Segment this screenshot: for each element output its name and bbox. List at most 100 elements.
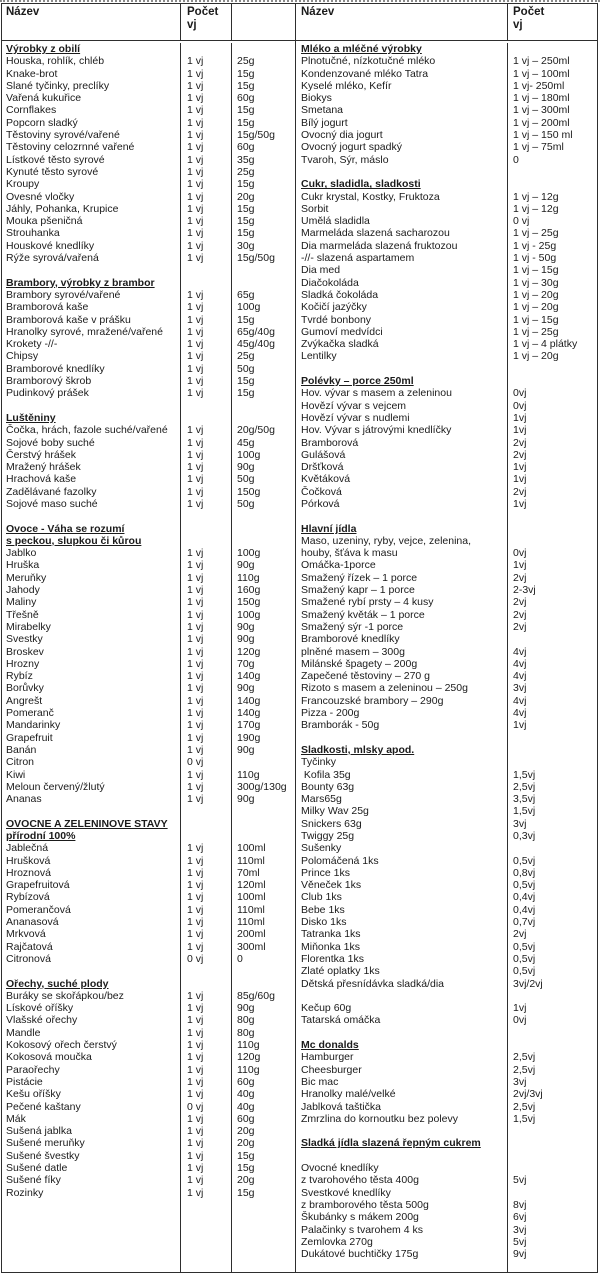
food-name-cell: Hruška: [2, 559, 181, 572]
table-row: Bounty 63g 2,5vj: [296, 780, 597, 794]
food-name-cell: Mouka pšeničná: [2, 215, 181, 228]
table-header-row: Název Počet vj: [2, 4, 295, 41]
food-name-cell: Meruňky: [2, 571, 181, 585]
section-title-row: s peckou, slupkou či kůrou: [2, 534, 295, 548]
amount-cell: 15g: [237, 178, 255, 191]
food-name-cell: Kokosová moučka: [2, 1051, 181, 1064]
table-row: Jahody 1 vj 160g: [2, 584, 295, 597]
table-row: Kečup 60g 1vj: [296, 1002, 597, 1015]
amount-cell: 80g: [237, 1014, 255, 1027]
food-name-cell: Umělá sladidla: [296, 215, 508, 228]
food-name-cell: [296, 510, 508, 523]
amount-cell: [232, 400, 295, 412]
table-row: Kroupy 1 vj 15g: [2, 178, 295, 191]
amount-cell: 200ml: [237, 928, 266, 941]
table-row: Pečené kaštany 0 vj 40g: [2, 1100, 295, 1113]
amount-cell: 120g: [237, 1051, 261, 1064]
table-row: Rozinky 1 vj 15g: [2, 1186, 295, 1199]
food-name-cell: Dětská přesnídávka sladká/dia: [296, 977, 508, 990]
table-filler-row: [296, 1260, 597, 1272]
amount-cell: [232, 965, 295, 977]
vj-cell: [508, 535, 597, 547]
table-row: Zemlovka 270g 5vj: [296, 1235, 597, 1249]
vj-cell: 1vj: [513, 473, 527, 486]
food-name-cell: Gumoví medvídci: [296, 325, 508, 339]
vj-cell: 3vj/2vj: [513, 977, 543, 990]
table-row: Lístkové těsto syrové 1 vj 35g: [2, 153, 295, 166]
table-row: Disko 1ks 0,7vj: [296, 916, 597, 929]
table-row: Prince 1ks 0,8vj: [296, 866, 597, 880]
food-name-cell: Lístkové těsto syrové: [2, 153, 181, 166]
table-row: Omáčka-1porce 1vj: [296, 559, 597, 572]
table-row: Hrozny 1 vj 70g: [2, 657, 295, 671]
vj-cell: 1,5vj: [513, 1112, 536, 1125]
table-row: Bic mac 3vj: [296, 1075, 597, 1089]
food-name-cell: [2, 510, 181, 523]
vj-cell: [508, 510, 597, 522]
food-name-cell: Bramborové knedlíky: [2, 362, 181, 376]
vj-cell: 1 vj: [181, 633, 232, 646]
table-row: Pizza - 200g 4vj: [296, 707, 597, 720]
food-name-cell: Bounty 63g: [296, 780, 508, 794]
section-title: Mléko a mléčné výrobky: [296, 43, 508, 56]
table-row: Zapečené těstoviny – 270 g 4vj: [296, 670, 597, 683]
amount-cell: 160g: [237, 584, 261, 597]
vj-cell: 0vj: [513, 547, 527, 560]
section-title-row: Mc donalds: [296, 1039, 597, 1052]
vj-cell: [508, 990, 597, 1002]
table-body: Mléko a mléčné výrobky Plnotučné, nízkotu…: [296, 41, 597, 1261]
food-name-cell: Popcorn sladký: [2, 116, 181, 130]
food-name-cell: Krokety -//-: [2, 338, 181, 351]
cropped-text-artifact: [0, 0, 600, 2]
food-name-cell: Broskev: [2, 645, 181, 658]
vj-cell: [508, 1137, 597, 1149]
vj-cell: 2,5vj: [513, 1063, 536, 1076]
amount-cell: 15g: [237, 104, 255, 117]
table-row: Lentilky 1 vj – 20g: [296, 350, 597, 363]
food-name-cell: Zvýkačka sladká: [296, 338, 508, 351]
amount-cell: 20g: [237, 1174, 255, 1187]
food-name-cell: Smažený květák – 1 porce: [296, 608, 508, 621]
table-row: Lískové oříšky 1 vj 90g: [2, 1002, 295, 1015]
column-header-amount: [232, 4, 295, 40]
amount-cell: 65g: [237, 288, 255, 301]
vj-cell: 2-3vj: [513, 584, 536, 597]
vj-cell: [508, 744, 597, 756]
amount-cell: [232, 523, 295, 535]
food-exchange-table: Název Počet vj Výrobky z obilí Houska, ro…: [1, 3, 598, 1273]
section-title: Brambory, výrobky z brambor: [2, 276, 181, 289]
vj-cell: [508, 166, 597, 178]
food-name-cell: Zmrzlina do kornoutku bez polevy: [296, 1112, 508, 1126]
vj-cell: 9vj: [513, 1248, 527, 1261]
vj-cell: 1 vj: [181, 1051, 232, 1064]
food-name-cell: Palačinky s tvarohem 4 ks: [296, 1223, 508, 1236]
table-row: Grapefruit 1 vj 190g: [2, 731, 295, 744]
food-name-cell: Pečené kaštany: [2, 1100, 181, 1113]
amount-cell: 100g: [237, 547, 261, 560]
table-row: Mrkvová 1 vj 200ml: [2, 928, 295, 941]
amount-cell: 120ml: [237, 879, 266, 892]
vj-cell: 1 vj: [181, 891, 232, 904]
food-name-cell: Rybíz: [2, 670, 181, 683]
food-name-cell: Jahody: [2, 584, 181, 597]
vj-cell: 0,5vj: [513, 965, 536, 978]
food-name-cell: Biokys: [296, 92, 508, 105]
food-name-cell: Slané tyčinky, preclíky: [2, 79, 181, 93]
vj-cell: [181, 399, 232, 412]
vj-cell: 4vj: [513, 645, 527, 658]
amount-cell: 50g: [237, 362, 255, 375]
table-row: Těstoviny syrové/vařené 1 vj 15g/50g: [2, 129, 295, 142]
vj-cell: 2vj: [513, 436, 527, 449]
amount-cell: 20g/50g: [237, 424, 275, 437]
table-row: Věneček 1ks 0,5vj: [296, 879, 597, 892]
section-title: Mc donalds: [296, 1039, 508, 1052]
table-row: Sušená jablka 1 vj 20g: [2, 1125, 295, 1138]
section-title: Ovoce - Váha se rozumí: [2, 522, 181, 535]
amount-cell: 85g/60g: [237, 989, 275, 1002]
vj-cell: 1 vj: [181, 350, 232, 363]
food-name-cell: Hov. Vývar s játrovými knedlíčky: [296, 424, 508, 437]
table-row: Hov. vývar s masem a zeleninou 0vj: [296, 387, 597, 400]
table-row: Ovocný dia jogurt 1 vj – 150 ml: [296, 129, 597, 142]
table-row: Mars65g 3,5vj: [296, 793, 597, 806]
food-name-cell: plněné masem – 300g: [296, 645, 508, 658]
